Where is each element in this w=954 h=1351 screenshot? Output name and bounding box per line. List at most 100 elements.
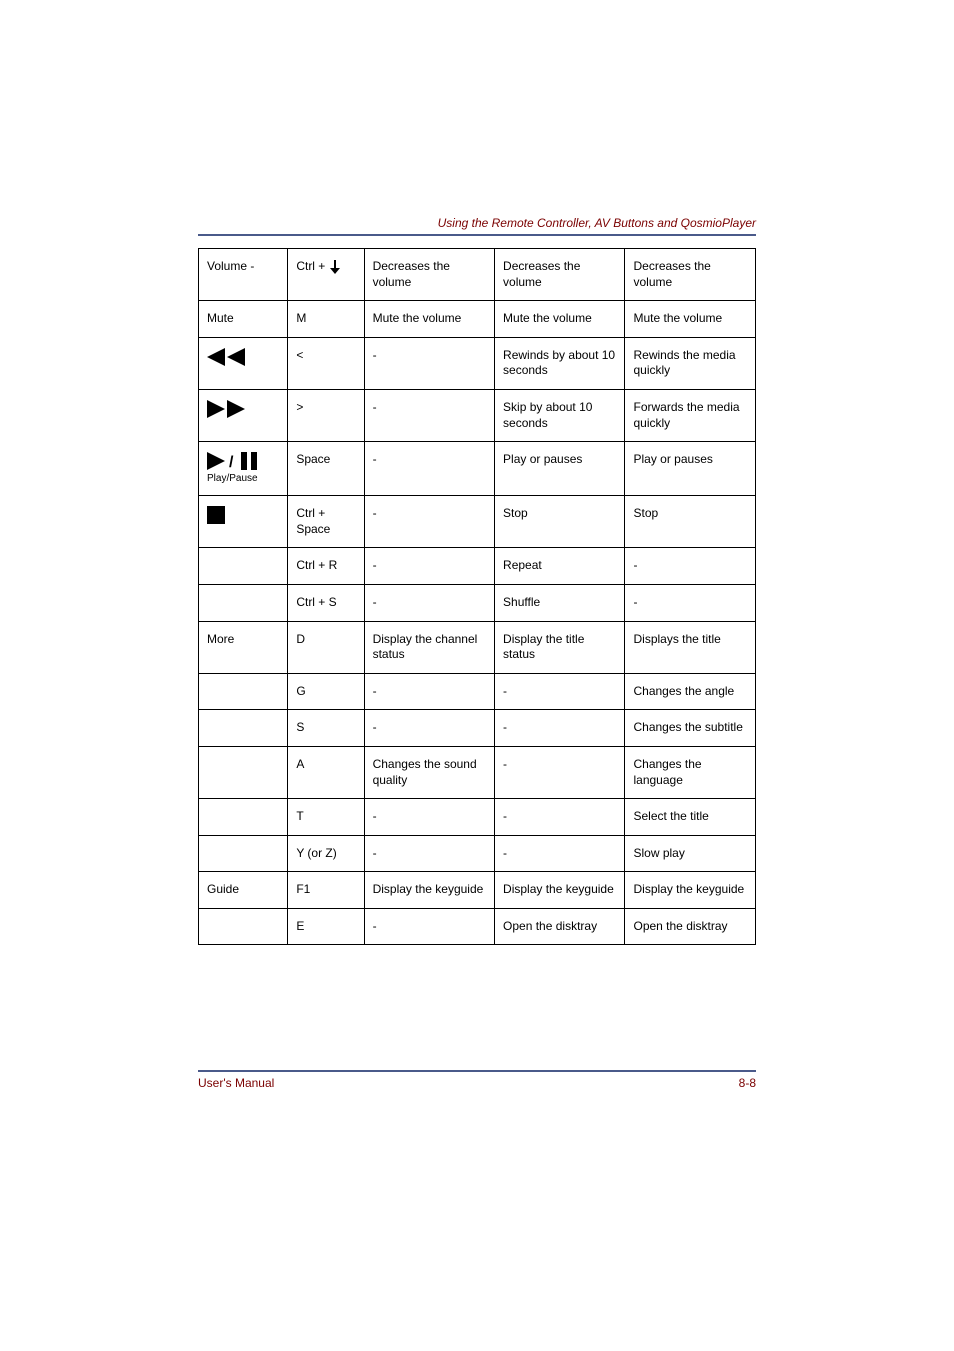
key-cell: Ctrl + R (288, 548, 364, 585)
key-cell: < (288, 337, 364, 389)
play-pause-icon: / (207, 452, 263, 470)
key-cell: T (288, 799, 364, 836)
icon-label: Play/Pause (207, 472, 279, 485)
table-row: >-Skip by about 10 secondsForwards the m… (199, 389, 756, 441)
table-row: Y (or Z)--Slow play (199, 835, 756, 872)
desc-cell-1: Display the channel status (364, 621, 494, 673)
table-row: Volume -Ctrl + Decreases the volumeDecre… (199, 249, 756, 301)
desc-cell-1: - (364, 548, 494, 585)
button-cell (199, 496, 288, 548)
table-row: Ctrl + S-Shuffle- (199, 584, 756, 621)
footer-manual-label: User's Manual (198, 1076, 274, 1090)
rewind-icon (207, 348, 245, 366)
content-area: Volume -Ctrl + Decreases the volumeDecre… (198, 248, 756, 945)
key-cell: > (288, 389, 364, 441)
table-row: Ctrl + R-Repeat- (199, 548, 756, 585)
key-cell: Ctrl + (288, 249, 364, 301)
key-text: Ctrl + (296, 259, 328, 273)
desc-cell-3: Mute the volume (625, 301, 756, 338)
desc-cell-3: Changes the angle (625, 673, 756, 710)
svg-text:/: / (229, 454, 234, 470)
desc-cell-3: Forwards the media quickly (625, 389, 756, 441)
desc-cell-2: - (495, 673, 625, 710)
desc-cell-1: Mute the volume (364, 301, 494, 338)
table-row: S--Changes the subtitle (199, 710, 756, 747)
desc-cell-3: Open the disktray (625, 908, 756, 945)
desc-cell-1: - (364, 337, 494, 389)
desc-cell-2: Mute the volume (495, 301, 625, 338)
table-row: /Play/PauseSpace-Play or pausesPlay or p… (199, 442, 756, 496)
desc-cell-2: Shuffle (495, 584, 625, 621)
key-cell: D (288, 621, 364, 673)
button-cell: / Play/Pause (199, 442, 288, 496)
table-row: T--Select the title (199, 799, 756, 836)
key-cell: G (288, 673, 364, 710)
section-title: Using the Remote Controller, AV Buttons … (438, 216, 756, 230)
desc-cell-3: Slow play (625, 835, 756, 872)
desc-cell-2: Decreases the volume (495, 249, 625, 301)
desc-cell-3: Changes the subtitle (625, 710, 756, 747)
key-cell: S (288, 710, 364, 747)
desc-cell-2: - (495, 746, 625, 798)
button-cell (199, 710, 288, 747)
table-row: Ctrl + Space-StopStop (199, 496, 756, 548)
table-row: <-Rewinds by about 10 secondsRewinds the… (199, 337, 756, 389)
desc-cell-2: Skip by about 10 seconds (495, 389, 625, 441)
desc-cell-3: Rewinds the media quickly (625, 337, 756, 389)
desc-cell-1: - (364, 673, 494, 710)
forward-icon (207, 400, 245, 418)
table-row: MuteMMute the volumeMute the volumeMute … (199, 301, 756, 338)
button-cell (199, 673, 288, 710)
desc-cell-3: Displays the title (625, 621, 756, 673)
button-cell: Mute (199, 301, 288, 338)
desc-cell-1: Changes the sound quality (364, 746, 494, 798)
desc-cell-1: - (364, 442, 494, 496)
desc-cell-2: - (495, 710, 625, 747)
table-row: G--Changes the angle (199, 673, 756, 710)
button-cell (199, 746, 288, 798)
page-header: Using the Remote Controller, AV Buttons … (198, 216, 756, 236)
desc-cell-1: - (364, 835, 494, 872)
desc-cell-1: - (364, 710, 494, 747)
stop-icon (207, 506, 225, 524)
button-cell: More (199, 621, 288, 673)
desc-cell-3: - (625, 548, 756, 585)
button-cell (199, 389, 288, 441)
desc-cell-3: Changes the language (625, 746, 756, 798)
button-cell: Guide (199, 872, 288, 909)
desc-cell-3: Display the keyguide (625, 872, 756, 909)
table-row: GuideF1Display the keyguideDisplay the k… (199, 872, 756, 909)
desc-cell-2: Stop (495, 496, 625, 548)
desc-cell-3: Select the title (625, 799, 756, 836)
key-cell: Space (288, 442, 364, 496)
key-cell: Y (or Z) (288, 835, 364, 872)
key-cell: M (288, 301, 364, 338)
button-cell (199, 908, 288, 945)
table-row: AChanges the sound quality-Changes the l… (199, 746, 756, 798)
desc-cell-3: Decreases the volume (625, 249, 756, 301)
desc-cell-3: Play or pauses (625, 442, 756, 496)
desc-cell-2: - (495, 835, 625, 872)
button-cell (199, 584, 288, 621)
button-cell (199, 337, 288, 389)
button-cell: Volume - (199, 249, 288, 301)
desc-cell-2: - (495, 799, 625, 836)
shortcuts-table: Volume -Ctrl + Decreases the volumeDecre… (198, 248, 756, 945)
desc-cell-1: - (364, 496, 494, 548)
button-cell (199, 799, 288, 836)
desc-cell-1: Display the keyguide (364, 872, 494, 909)
desc-cell-2: Display the keyguide (495, 872, 625, 909)
desc-cell-3: Stop (625, 496, 756, 548)
button-cell (199, 548, 288, 585)
arrow-down-icon (329, 260, 341, 274)
button-cell (199, 835, 288, 872)
desc-cell-1: - (364, 799, 494, 836)
desc-cell-2: Play or pauses (495, 442, 625, 496)
table-row: MoreDDisplay the channel statusDisplay t… (199, 621, 756, 673)
key-cell: F1 (288, 872, 364, 909)
desc-cell-1: Decreases the volume (364, 249, 494, 301)
desc-cell-2: Repeat (495, 548, 625, 585)
page-footer: User's Manual 8-8 (198, 1070, 756, 1090)
desc-cell-2: Open the disktray (495, 908, 625, 945)
key-cell: E (288, 908, 364, 945)
